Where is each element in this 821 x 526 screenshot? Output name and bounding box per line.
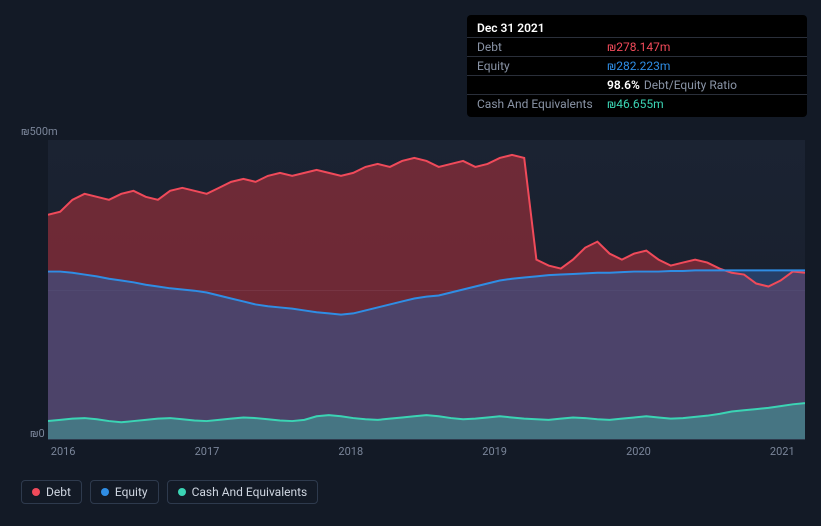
tooltip-row: Equity₪282.223m bbox=[467, 57, 807, 76]
legend-dot bbox=[178, 488, 186, 496]
legend-item-debt[interactable]: Debt bbox=[21, 480, 82, 504]
x-tick: 2016 bbox=[51, 445, 76, 458]
legend-dot bbox=[101, 488, 109, 496]
legend: Debt Equity Cash And Equivalents bbox=[21, 480, 318, 504]
y-tick-bottom: ₪0 bbox=[30, 427, 45, 440]
tooltip-row: Cash And Equivalents₪46.655m bbox=[467, 95, 807, 113]
tooltip-label: Cash And Equivalents bbox=[477, 97, 607, 111]
tooltip-value: 98.6% bbox=[607, 78, 640, 92]
legend-item-cash-and-equivalents[interactable]: Cash And Equivalents bbox=[167, 480, 319, 504]
x-tick: 2020 bbox=[626, 445, 651, 458]
tooltip-row: Debt₪278.147m bbox=[467, 38, 807, 57]
tooltip-label bbox=[477, 78, 607, 92]
tooltip-value: ₪278.147m bbox=[607, 40, 670, 54]
tooltip-panel: Dec 31 2021 Debt₪278.147mEquity₪282.223m… bbox=[467, 15, 807, 117]
tooltip-date-row: Dec 31 2021 bbox=[467, 19, 807, 38]
plot-area[interactable] bbox=[48, 140, 805, 440]
legend-item-equity[interactable]: Equity bbox=[90, 480, 159, 504]
legend-label: Debt bbox=[46, 485, 71, 499]
tooltip-label: Debt bbox=[477, 40, 607, 54]
tooltip-value: ₪46.655m bbox=[607, 97, 664, 111]
y-tick-top: ₪500m bbox=[21, 125, 58, 138]
x-tick: 2017 bbox=[195, 445, 220, 458]
legend-label: Cash And Equivalents bbox=[192, 485, 308, 499]
x-tick: 2019 bbox=[482, 445, 507, 458]
tooltip-date: Dec 31 2021 bbox=[477, 21, 545, 35]
x-tick: 2021 bbox=[770, 445, 795, 458]
tooltip-label: Equity bbox=[477, 59, 607, 73]
legend-label: Equity bbox=[115, 485, 148, 499]
x-tick: 2018 bbox=[338, 445, 363, 458]
chart: ₪500m ₪0 2016 2017 2018 2019 2020 2021 Debt Eq… bbox=[16, 125, 805, 516]
tooltip-suffix: Debt/Equity Ratio bbox=[644, 78, 737, 92]
tooltip-value: ₪282.223m bbox=[607, 59, 670, 73]
series-svg bbox=[48, 140, 805, 439]
legend-dot bbox=[32, 488, 40, 496]
tooltip-row: 98.6% Debt/Equity Ratio bbox=[467, 76, 807, 95]
x-axis: 2016 2017 2018 2019 2020 2021 bbox=[48, 445, 805, 465]
